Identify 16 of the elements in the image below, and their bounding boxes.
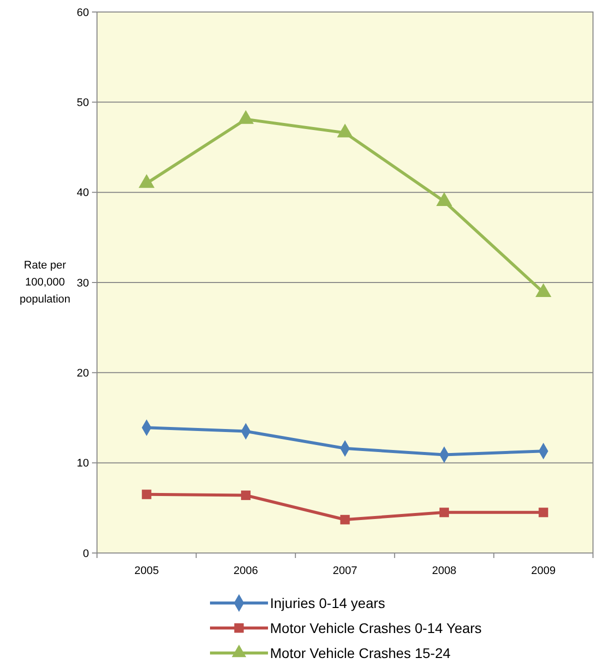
x-tick-label: 2008 xyxy=(432,565,456,577)
legend-label: Injuries 0-14 years xyxy=(270,594,386,611)
y-tick-label: 20 xyxy=(76,368,89,380)
y-tick-label: 40 xyxy=(76,187,89,200)
x-tick-label: 2007 xyxy=(332,565,358,577)
legend-label: Motor Vehicle Crashes 0-14 Years xyxy=(270,620,482,636)
y-tick-label: 10 xyxy=(76,458,89,470)
x-tick-label: 2005 xyxy=(134,565,159,577)
y-tick-label: 50 xyxy=(76,97,89,110)
legend-label: Motor Vehicle Crashes 15-24 xyxy=(270,644,451,661)
y-tick-label: 30 xyxy=(76,277,89,290)
x-tick-label: 2006 xyxy=(234,565,258,577)
y-axis-title: Rate per 100,000 population xyxy=(20,260,70,306)
y-tick-label: 0 xyxy=(82,548,89,560)
x-tick-label: 2009 xyxy=(531,565,556,577)
y-tick-label: 60 xyxy=(76,6,89,19)
